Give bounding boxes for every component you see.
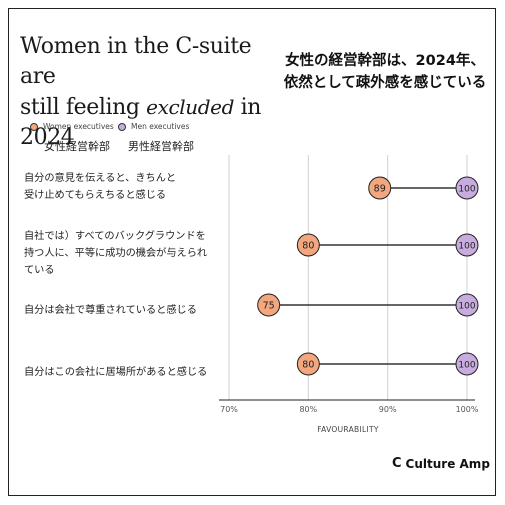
title-line-2-pre: still feeling <box>20 95 147 120</box>
women-value-3: 75 <box>263 301 275 312</box>
x-axis-label: FAVOURABILITY <box>317 425 379 434</box>
chart-title: Women in the C-suite are still feeling e… <box>20 32 270 153</box>
men-point-3 <box>455 293 479 317</box>
men-value-2: 100 <box>458 242 475 252</box>
women-value-4: 80 <box>302 360 314 371</box>
title-line-1: Women in the C-suite are <box>20 34 252 89</box>
legend-men: Men executives <box>118 122 189 131</box>
category-4-line-1: 自分はこの会社に居場所があると感じる <box>24 367 208 378</box>
legend-women-label: Women executives <box>43 122 114 131</box>
women-point-4 <box>296 352 320 376</box>
category-label-1: 自分の意見を伝えると、きちんと 受け止めてもらえちると感じる <box>24 170 214 204</box>
card-frame <box>8 8 496 496</box>
culture-amp-logo-icon: C <box>392 456 402 471</box>
legend-men-jp: 男性経営幹部 <box>128 140 194 153</box>
men-point-1 <box>455 176 479 200</box>
x-tick-label-1: 80% <box>299 405 317 414</box>
title-line-2: still feeling excluded in 2024 <box>20 92 270 153</box>
title-italic-word: excluded <box>146 95 234 119</box>
men-value-3: 100 <box>458 302 475 312</box>
category-3-line-1: 自分は会社で尊重されていると感じる <box>24 305 197 316</box>
category-1-line-2: 受け止めてもらえちると感じる <box>24 190 167 201</box>
category-2-line-2: 持つ人に、平等に成功の機会が与えられ <box>24 248 208 259</box>
x-tick-label-0: 70% <box>220 405 238 414</box>
x-tick-label-3: 100% <box>456 405 479 414</box>
women-value-1: 89 <box>374 184 386 195</box>
title-jp-line-1: 女性の経営幹部は、2024年、 <box>285 53 485 69</box>
category-1-line-1: 自分の意見を伝えると、きちんと <box>24 173 177 184</box>
women-value-2: 80 <box>302 241 314 252</box>
brand-logo: C Culture Amp <box>392 456 490 471</box>
brand-name: Culture Amp <box>405 456 490 471</box>
category-label-3: 自分は会社で尊重されていると感じる <box>24 302 214 319</box>
title-jp-line-2: 依然として疎外感を感じている <box>283 75 487 91</box>
category-2-line-1: 自社では）すべてのバックグラウンドを <box>24 231 206 242</box>
legend-women: Women executives <box>30 122 114 131</box>
men-point-4 <box>455 352 479 376</box>
men-value-4: 100 <box>458 361 475 371</box>
category-2-line-3: ている <box>24 265 55 276</box>
men-point-2 <box>455 233 479 257</box>
category-label-4: 自分はこの会社に居場所があると感じる <box>24 364 214 381</box>
women-point-1 <box>368 176 392 200</box>
x-tick-label-2: 90% <box>379 405 397 414</box>
chart-title-jp: 女性の経営幹部は、2024年、 依然として疎外感を感じている <box>280 50 490 94</box>
men-value-1: 100 <box>458 185 475 195</box>
legend-men-label: Men executives <box>131 122 190 131</box>
legend-women-jp: 女性経営幹部 <box>44 140 110 153</box>
women-point-2 <box>296 233 320 257</box>
title-line-2-post: in 2024 <box>20 95 261 150</box>
category-label-2: 自社では）すべてのバックグラウンドを 持つ人に、平等に成功の機会が与えられ てい… <box>24 228 214 279</box>
legend-men-swatch <box>118 122 126 131</box>
legend-women-swatch <box>30 122 38 131</box>
women-point-3 <box>257 293 281 317</box>
